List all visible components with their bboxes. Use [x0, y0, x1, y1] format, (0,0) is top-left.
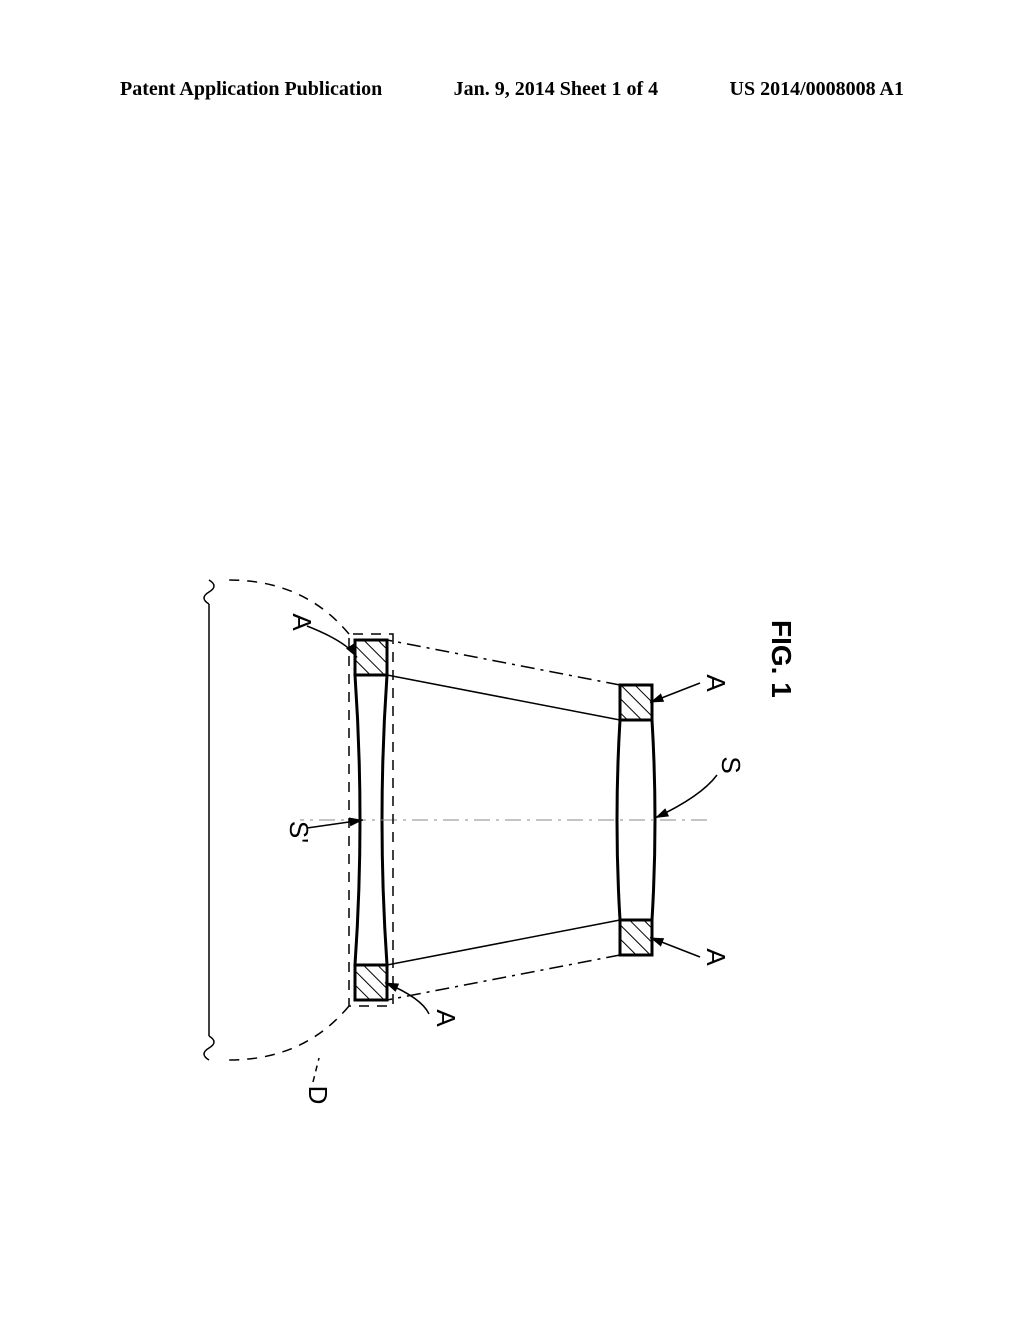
drawing-area: SAAAAS'DFIG. 1: [0, 140, 1024, 1280]
svg-text:A: A: [701, 948, 731, 966]
header-left: Patent Application Publication: [120, 78, 382, 101]
svg-text:D: D: [303, 1086, 333, 1105]
header-center: Jan. 9, 2014 Sheet 1 of 4: [454, 78, 658, 101]
figure-svg: SAAAAS'DFIG. 1: [0, 140, 1024, 1280]
svg-text:A: A: [701, 674, 731, 692]
svg-text:FIG. 1: FIG. 1: [766, 620, 797, 698]
svg-text:S: S: [716, 756, 746, 773]
svg-text:A: A: [431, 1009, 461, 1027]
svg-text:S': S': [284, 821, 314, 843]
page-header: Patent Application Publication Jan. 9, 2…: [0, 78, 1024, 101]
header-right: US 2014/0008008 A1: [730, 78, 904, 101]
